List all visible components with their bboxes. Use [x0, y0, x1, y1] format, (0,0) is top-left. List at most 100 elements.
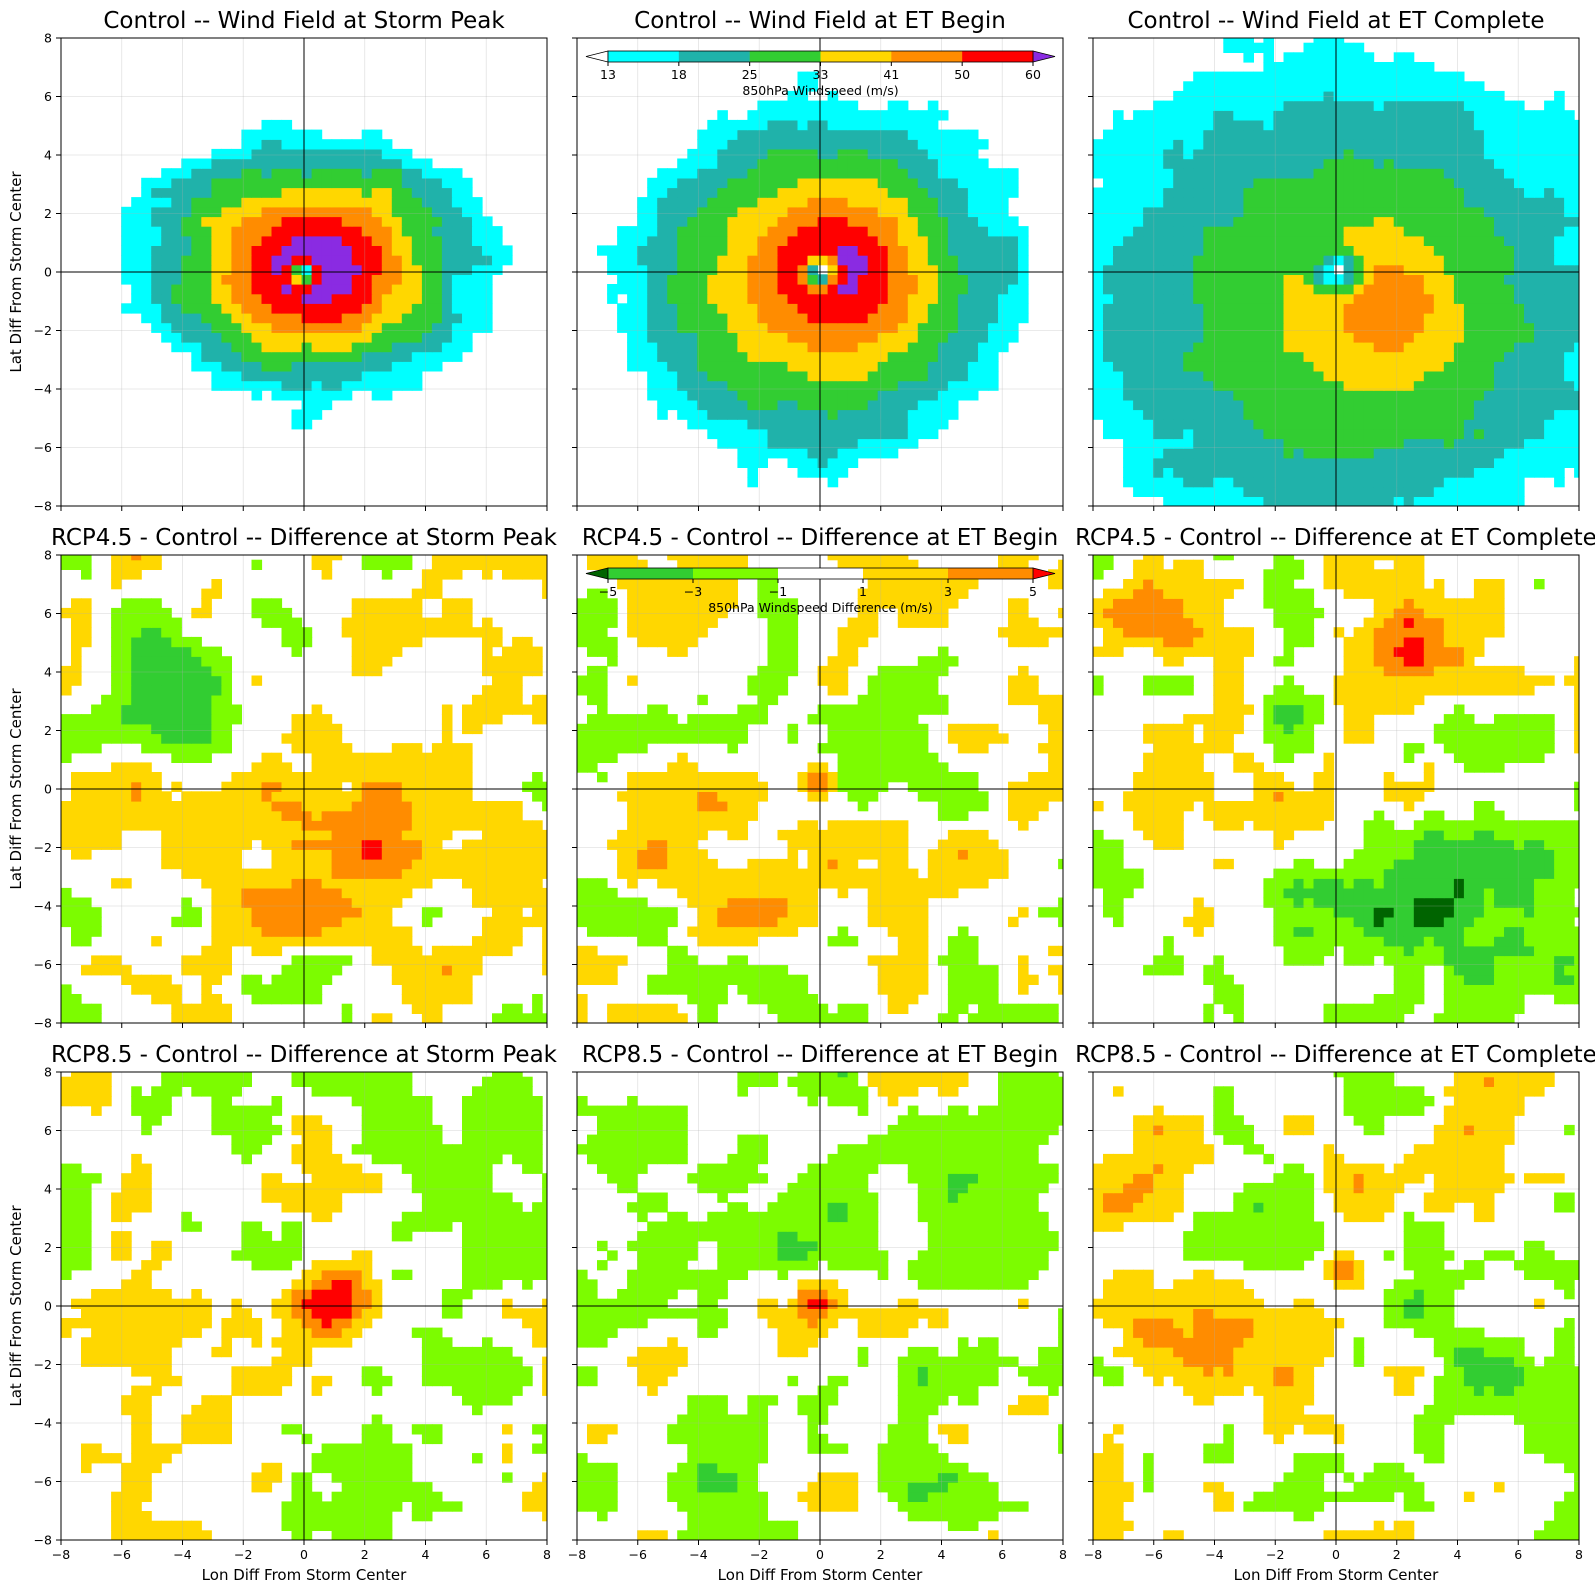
contour-cell [937, 419, 949, 430]
contour-cell [171, 235, 182, 246]
contour-cell [1393, 139, 1405, 150]
contour-cell [141, 303, 152, 314]
contour-cell [1463, 409, 1475, 420]
contour-cell [1093, 322, 1104, 333]
contour-cell [1423, 448, 1435, 459]
contour-cell [917, 284, 929, 295]
contour-cell [462, 974, 473, 985]
contour-cell [667, 206, 678, 218]
contour-cell [767, 206, 779, 218]
contour-cell [707, 245, 718, 256]
contour-cell [1253, 274, 1264, 285]
contour-cell [1554, 399, 1565, 411]
contour-cell [431, 235, 443, 246]
contour-cell [91, 926, 102, 937]
contour-cell [998, 255, 1009, 266]
contour-cell [967, 187, 979, 198]
contour-cell [897, 206, 909, 218]
contour-cell [797, 148, 809, 160]
contour-cell [261, 119, 273, 131]
contour-cell [1453, 361, 1465, 372]
contour-cell [1433, 90, 1445, 102]
contour-cell [988, 380, 999, 391]
contour-cell [341, 293, 353, 304]
contour-cell [1263, 245, 1274, 256]
contour-cell [1233, 322, 1244, 333]
contour-cell [81, 839, 92, 850]
contour-cell [1273, 90, 1284, 102]
contour-cell [1413, 71, 1425, 82]
contour-cell [1494, 216, 1505, 227]
contour-cell [1393, 148, 1405, 160]
contour-cell [1143, 177, 1154, 189]
contour-cell [827, 158, 839, 169]
contour-cell [351, 206, 363, 218]
contour-cell [1504, 158, 1515, 169]
contour-cell [1423, 303, 1435, 314]
contour-cell [1253, 100, 1264, 111]
contour-cell [462, 322, 473, 333]
contour-cell [1343, 341, 1355, 353]
contour-cell [361, 341, 373, 353]
contour-cell [1183, 370, 1194, 382]
contour-cell [857, 206, 869, 218]
contour-cell [291, 916, 303, 928]
contour-cell [1123, 448, 1134, 459]
contour-cell [1504, 119, 1515, 131]
contour-cell [917, 168, 929, 179]
contour-cell [241, 907, 252, 918]
contour-cell [737, 255, 748, 266]
contour-cell [331, 849, 343, 860]
contour-cell [827, 438, 839, 449]
contour-cell [657, 274, 668, 285]
contour-cell [1173, 399, 1184, 411]
contour-cell [757, 274, 768, 285]
contour-cell [988, 264, 999, 275]
contour-cell [161, 216, 172, 227]
contour-cell [807, 216, 819, 227]
contour-cell [797, 226, 809, 237]
contour-cell [867, 235, 879, 246]
contour-cell [1173, 264, 1184, 275]
contour-cell [1544, 409, 1555, 420]
contour-cell [677, 380, 688, 391]
contour-cell [787, 448, 799, 459]
contour-cell [1203, 428, 1214, 440]
contour-cell [1433, 71, 1445, 82]
contour-cell [1103, 284, 1114, 295]
contour-cell [1303, 90, 1315, 102]
contour-cell [1223, 467, 1234, 478]
contour-cell [1223, 351, 1234, 362]
contour-cell [1253, 119, 1264, 131]
contour-cell [472, 839, 483, 850]
contour-cell [847, 139, 859, 150]
contour-cell [1534, 419, 1545, 430]
contour-cell [381, 274, 393, 285]
contour-cell [737, 177, 748, 189]
contour-cell [978, 341, 989, 353]
contour-cell [311, 197, 323, 208]
contour-cell [697, 303, 708, 314]
contour-cell [1333, 312, 1345, 324]
contour-cell [1213, 129, 1224, 140]
contour-cell [1163, 129, 1174, 140]
contour-cell [201, 1003, 212, 1014]
contour-cell [1413, 264, 1425, 275]
contour-cell [291, 177, 303, 189]
contour-cell [251, 361, 263, 372]
contour-cell [827, 100, 839, 111]
contour-cell [1554, 168, 1565, 179]
contour-cell [391, 839, 403, 850]
contour-cell [502, 829, 513, 841]
contour-cell [1524, 284, 1535, 295]
contour-cell [221, 907, 232, 918]
contour-cell [907, 399, 919, 411]
contour-cell [797, 428, 809, 440]
contour-cell [391, 216, 403, 227]
contour-cell [1403, 206, 1415, 218]
contour-cell [431, 849, 443, 860]
contour-cell [301, 380, 313, 391]
contour-cell [1103, 293, 1114, 304]
contour-cell [1373, 428, 1385, 440]
contour-cell [1453, 438, 1465, 449]
